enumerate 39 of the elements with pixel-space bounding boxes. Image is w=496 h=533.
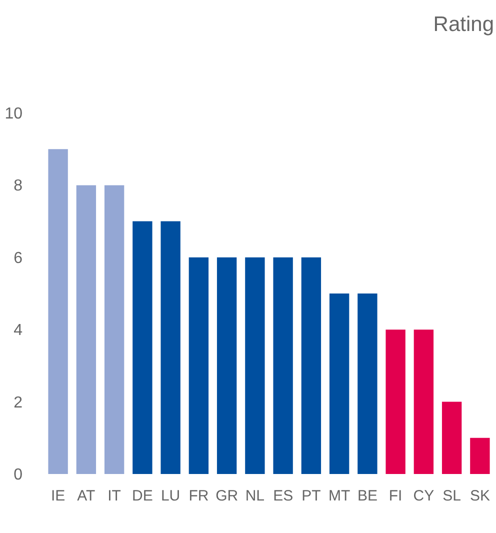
x-tick-label: AT: [77, 488, 96, 504]
bar: [132, 221, 152, 474]
x-tick-label: BE: [357, 488, 378, 504]
x-tick-label: FI: [388, 488, 402, 504]
x-tick-label: PT: [302, 488, 321, 504]
y-tick-label: 10: [4, 106, 23, 122]
y-tick-label: 2: [14, 394, 23, 412]
bar: [188, 257, 209, 474]
x-tick-label: SL: [442, 488, 461, 504]
bar: [48, 149, 68, 474]
bar: [104, 185, 124, 474]
bar: [329, 294, 350, 474]
x-tick-label: IE: [50, 488, 66, 504]
x-tick-label: IT: [108, 488, 121, 504]
x-tick-label: ES: [273, 488, 294, 504]
bar: [273, 257, 293, 474]
bar: [160, 221, 180, 474]
bar: [245, 257, 265, 474]
bar: [470, 438, 490, 474]
bar: [386, 330, 406, 474]
x-tick-label: MT: [328, 488, 350, 504]
bar: [216, 257, 237, 474]
bar: [414, 330, 434, 474]
y-tick-label: 8: [14, 178, 23, 195]
x-tick-label: FR: [188, 488, 209, 504]
y-axis-title: Rating: [433, 13, 494, 36]
y-tick-label: 4: [14, 322, 23, 340]
x-tick-label: SK: [470, 488, 490, 504]
x-tick-label: DE: [132, 488, 153, 504]
bar: [301, 257, 322, 474]
y-tick-label: 6: [14, 250, 23, 267]
y-tick-label: 0: [14, 466, 23, 484]
x-tick-label: CY: [413, 488, 434, 504]
x-tick-label: NL: [245, 488, 265, 504]
bar: [442, 402, 462, 474]
x-tick-label: LU: [160, 488, 180, 504]
bar: [358, 294, 378, 474]
x-tick-label: GR: [216, 488, 238, 504]
bar: [76, 185, 96, 474]
